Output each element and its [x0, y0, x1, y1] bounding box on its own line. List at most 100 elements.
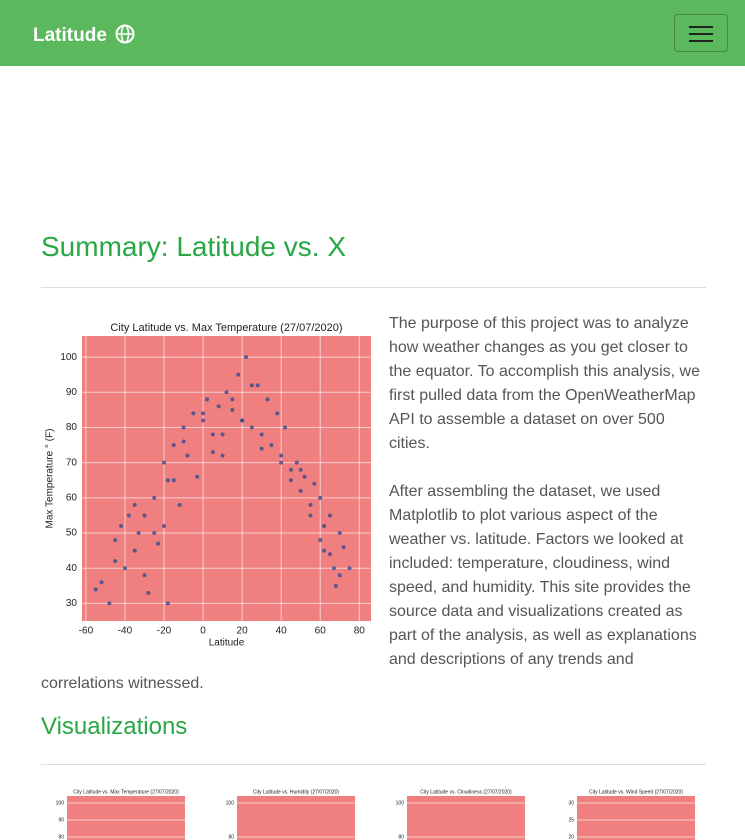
point — [165, 478, 170, 483]
visualizations-heading: Visualizations — [41, 713, 188, 740]
point — [152, 495, 157, 500]
summary-section: City Latitude vs. Max Temperature (27/07… — [41, 312, 706, 720]
brand[interactable]: Latitude — [33, 24, 135, 48]
point — [181, 425, 186, 430]
point — [279, 453, 284, 458]
point — [152, 531, 157, 536]
y-tick-label: 70 — [66, 457, 78, 468]
point — [298, 467, 303, 472]
point — [171, 478, 176, 483]
point — [337, 573, 342, 578]
paragraph: After assembling the dataset, we used Ma… — [41, 483, 697, 692]
point — [210, 432, 215, 437]
point — [322, 524, 327, 528]
y-tick-label: 80 — [66, 422, 78, 433]
y-tick-label: 25 — [568, 817, 574, 823]
y-tick-label: 100 — [60, 352, 77, 363]
y-tick-label: 90 — [58, 817, 64, 823]
y-tick-label: 90 — [66, 387, 78, 398]
thumbnail-title: City Latitude vs. Max Temperature (27/07… — [73, 789, 179, 795]
x-tick-label: 20 — [237, 626, 249, 637]
y-tick-label: 100 — [56, 800, 65, 806]
point — [308, 513, 313, 518]
x-axis-label: Latitude — [209, 638, 245, 649]
y-tick-label: 80 — [398, 834, 404, 840]
paragraph: The purpose of this project was to analy… — [389, 315, 700, 452]
point — [216, 404, 221, 409]
point — [220, 453, 225, 458]
y-axis-label: Max Temperature ° (F) — [45, 429, 56, 529]
divider — [41, 287, 706, 288]
point — [275, 411, 280, 416]
point — [156, 541, 161, 546]
point — [318, 538, 323, 543]
point — [177, 502, 182, 507]
point — [224, 390, 229, 395]
thumbnail[interactable]: City Latitude vs. Humidity (27/07/2020) 1… — [219, 785, 369, 840]
point — [259, 432, 264, 437]
point — [294, 460, 299, 465]
point — [185, 453, 190, 458]
x-tick-label: -40 — [118, 626, 133, 637]
y-tick-label: 100 — [226, 800, 235, 806]
point — [142, 573, 147, 578]
point — [99, 580, 104, 585]
point — [220, 432, 225, 437]
point — [201, 411, 206, 416]
point — [165, 601, 170, 606]
point — [244, 355, 249, 360]
point — [126, 513, 131, 518]
point — [265, 397, 270, 402]
point — [132, 548, 137, 553]
point — [333, 583, 338, 588]
thumbnails: City Latitude vs. Max Temperature (27/07… — [41, 785, 706, 840]
y-tick-label: 30 — [66, 598, 78, 609]
point — [322, 548, 327, 553]
point — [230, 407, 235, 412]
point — [210, 450, 215, 455]
point — [113, 559, 118, 564]
y-tick-label: 20 — [568, 834, 574, 840]
plot-area — [82, 336, 371, 621]
point — [288, 478, 293, 483]
point — [341, 545, 346, 550]
point — [162, 460, 167, 465]
divider — [41, 764, 706, 765]
point — [136, 531, 141, 536]
thumbnail[interactable]: City Latitude vs. Cloudiness (27/07/2020… — [389, 785, 539, 840]
point — [302, 474, 307, 479]
y-tick-label: 80 — [58, 834, 64, 840]
thumbnail[interactable]: City Latitude vs. Wind Speed (27/07/2020… — [559, 785, 709, 840]
point — [93, 587, 98, 592]
point — [255, 383, 260, 388]
point — [240, 418, 245, 423]
point — [327, 552, 332, 557]
point — [331, 566, 336, 571]
point — [337, 531, 342, 536]
y-tick-label: 60 — [66, 492, 78, 503]
point — [119, 524, 124, 528]
point — [327, 513, 332, 518]
y-tick-label: 40 — [66, 563, 78, 574]
point — [204, 397, 209, 402]
point — [249, 383, 254, 388]
point — [181, 439, 186, 444]
x-tick-label: 0 — [200, 626, 206, 637]
x-tick-label: -60 — [79, 626, 94, 637]
point — [283, 425, 288, 430]
brand-text[interactable]: Latitude — [33, 25, 107, 46]
point — [298, 488, 303, 493]
y-tick-label: 100 — [396, 800, 405, 806]
main-chart: City Latitude vs. Max Temperature (27/07… — [45, 322, 371, 649]
point — [249, 425, 254, 430]
y-tick-label: 30 — [568, 800, 574, 806]
point — [191, 411, 196, 416]
point — [107, 601, 112, 606]
menu-toggle[interactable] — [674, 14, 728, 52]
point — [308, 502, 313, 507]
point — [171, 443, 176, 448]
navbar: Latitude — [0, 0, 745, 66]
thumbnail[interactable]: City Latitude vs. Max Temperature (27/07… — [49, 785, 199, 840]
y-tick-label: 50 — [66, 528, 78, 539]
y-tick-label: 80 — [228, 834, 234, 840]
